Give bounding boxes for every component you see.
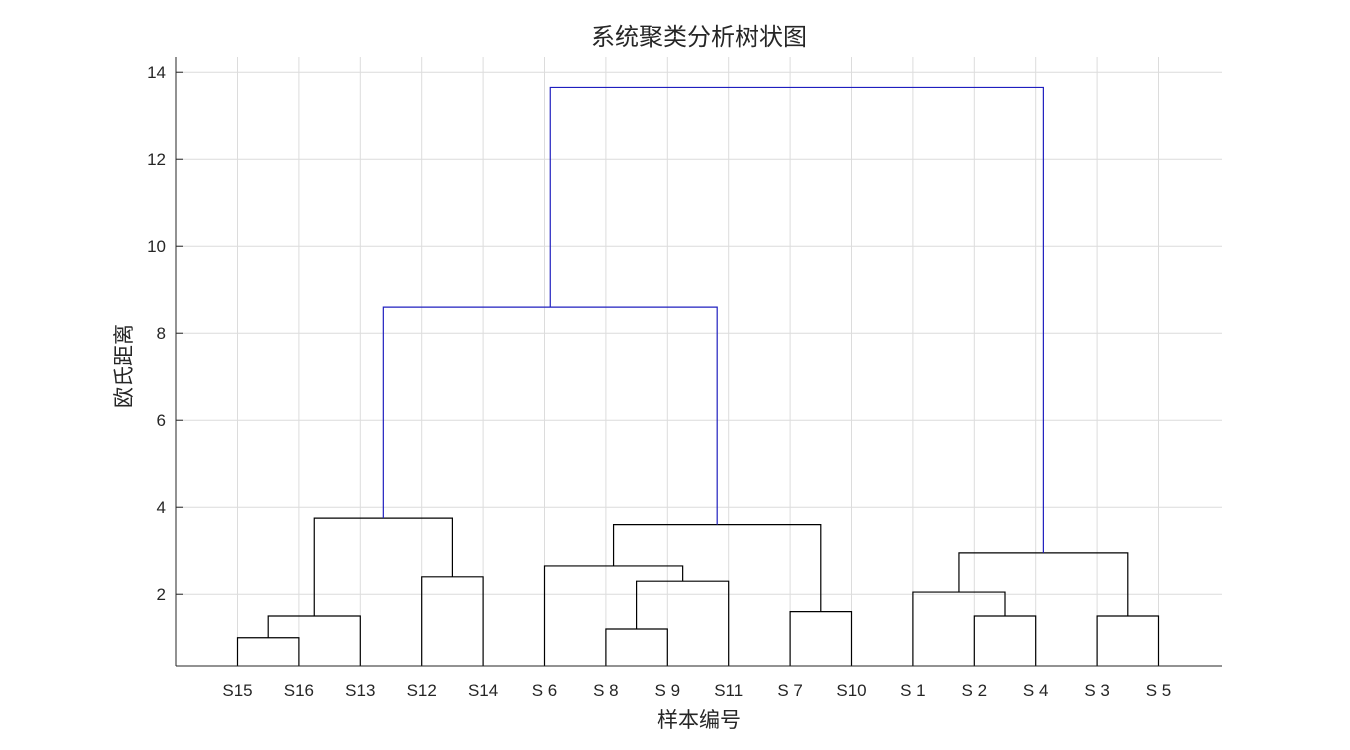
dendrogram-link: [973, 615, 1037, 666]
grid: [176, 57, 1222, 666]
x-tick-label: S13: [345, 681, 375, 700]
x-axis-ticks: S15 S16 S13 S12 S14 S 6 S 8 S 9 S11 S 7 S10 S 1 S 2 S…: [222, 681, 1171, 700]
y-tick-label: 4: [157, 498, 166, 517]
x-tick-label: S 5: [1146, 681, 1172, 700]
y-axis-label: 欧氏距离: [112, 324, 136, 408]
x-tick-label: S 4: [1023, 681, 1049, 700]
y-tick-label: 14: [147, 63, 166, 82]
x-axis-label: 样本编号: [657, 708, 741, 732]
dendrogram-links: [236, 86, 1160, 666]
x-tick-label: S 3: [1084, 681, 1110, 700]
x-tick-label: S 8: [593, 681, 619, 700]
x-tick-label: S 1: [900, 681, 926, 700]
y-axis-ticks: 2 4 6 8 10 12 14: [147, 63, 183, 604]
y-tick-label: 6: [157, 411, 166, 430]
dendrogram-link: [789, 611, 853, 666]
y-tick-label: 12: [147, 150, 166, 169]
x-tick-label: S11: [714, 681, 743, 700]
x-tick-label: S16: [284, 681, 314, 700]
x-tick-label: S15: [222, 681, 252, 700]
y-tick-label: 2: [157, 585, 166, 604]
y-tick-label: 10: [147, 237, 166, 256]
dendrogram-link: [1096, 615, 1160, 666]
dendrogram-link: [236, 637, 300, 666]
x-tick-label: S14: [468, 681, 498, 700]
x-tick-label: S 9: [655, 681, 681, 700]
x-tick-label: S12: [407, 681, 437, 700]
dendrogram-link: [549, 86, 1044, 553]
dendrogram-link: [912, 591, 1006, 666]
x-tick-label: S 2: [962, 681, 988, 700]
dendrogram-link: [421, 576, 484, 666]
y-tick-label: 8: [157, 324, 166, 343]
dendrogram-link: [605, 628, 668, 666]
dendrogram-link: [958, 552, 1129, 616]
chart-title: 系统聚类分析树状图: [591, 23, 807, 51]
axes: [175, 57, 1222, 667]
dendrogram-link: [267, 615, 361, 666]
dendrogram-link: [313, 517, 453, 616]
x-tick-label: S 7: [777, 681, 803, 700]
x-tick-label: S10: [836, 681, 866, 700]
x-tick-label: S 6: [532, 681, 558, 700]
